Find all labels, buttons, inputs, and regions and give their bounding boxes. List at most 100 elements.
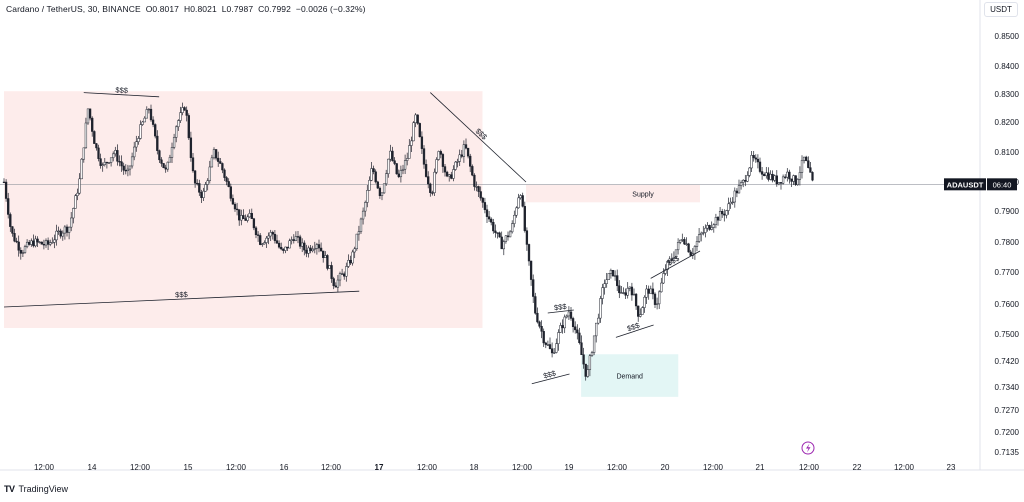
candle-bullish	[284, 246, 287, 251]
candle-bullish	[290, 239, 293, 242]
candle-bullish	[137, 138, 140, 142]
candle-bullish	[399, 170, 403, 178]
candle-bullish	[511, 223, 514, 233]
symbol-label: Cardano / TetherUS, 30, BINANCE	[6, 4, 141, 14]
x-tick-label: 20	[661, 463, 670, 472]
candle-bullish	[697, 234, 701, 242]
candle-bearish	[120, 161, 123, 167]
candle-bearish	[7, 198, 10, 215]
ascending-liquidity-upper	[650, 250, 701, 279]
candle-bullish	[603, 283, 606, 288]
supply-zone-label: Supply	[632, 192, 654, 199]
candle-bullish	[380, 192, 384, 196]
candle-bearish	[156, 135, 159, 151]
candle-bearish	[330, 265, 333, 279]
currency-unit-button[interactable]: USDT	[984, 2, 1018, 17]
candle-bullish	[202, 190, 205, 198]
candle-bearish	[756, 158, 760, 163]
candle-bullish	[130, 156, 134, 167]
y-tick-label: 0.8300	[995, 90, 1020, 99]
candle-bearish	[296, 236, 300, 238]
y-tick-label: 0.8200	[995, 118, 1020, 127]
candle-bearish	[65, 226, 69, 233]
candle-bullish	[632, 293, 636, 296]
candle-bearish	[223, 169, 226, 178]
candle-bearish	[334, 285, 337, 288]
candle-bearish	[238, 209, 241, 221]
candle-bearish	[116, 150, 119, 162]
candle-bearish	[221, 163, 224, 171]
candle-bearish	[424, 164, 428, 177]
pocket-liquidity-bottom-label: $$$	[542, 368, 557, 380]
x-tick-label: 12:00	[226, 463, 247, 472]
pocket-liquidity-top	[547, 309, 574, 314]
candle-bearish	[584, 363, 587, 377]
candle-bearish	[189, 137, 193, 158]
candle-bullish	[328, 265, 331, 269]
lightning-icon[interactable]	[801, 441, 815, 455]
candle-bearish	[721, 211, 724, 215]
x-tick-label: 17	[375, 463, 384, 472]
candle-bullish	[685, 243, 688, 245]
candle-bullish	[38, 241, 41, 244]
candle-bullish	[34, 238, 37, 247]
countdown-tag	[987, 178, 1017, 191]
candle-bearish	[538, 321, 541, 327]
candle-bearish	[445, 171, 449, 177]
candle-bearish	[723, 213, 726, 216]
candle-bearish	[469, 155, 472, 167]
candle-bullish	[114, 150, 117, 155]
candle-bullish	[126, 168, 130, 171]
candle-bullish	[86, 108, 90, 124]
x-tick-label: 12:00	[417, 463, 438, 472]
candle-bullish	[737, 185, 741, 194]
candle-bullish	[567, 311, 571, 317]
tradingview-brand[interactable]: TV TradingView	[4, 484, 68, 494]
candle-bearish	[275, 240, 279, 244]
candle-bullish	[177, 120, 180, 128]
candle-bullish	[359, 218, 363, 232]
candle-bullish	[248, 213, 251, 218]
candle-bullish	[727, 203, 730, 211]
candle-bullish	[135, 141, 138, 148]
candle-bullish	[67, 226, 71, 233]
candle-bearish	[372, 168, 375, 173]
candle-bullish	[718, 211, 722, 221]
candle-bullish	[324, 255, 327, 258]
top-liquidity-line-label: $$$	[115, 85, 129, 95]
candle-bearish	[653, 293, 657, 305]
candle-bearish	[483, 202, 487, 210]
candle-bearish	[443, 166, 447, 173]
candle-bearish	[521, 195, 524, 207]
candle-bearish	[767, 172, 770, 180]
candle-bullish	[166, 161, 169, 170]
candle-bearish	[498, 232, 501, 238]
candle-bearish	[317, 244, 321, 249]
candle-bullish	[454, 161, 457, 170]
candle-bearish	[496, 232, 499, 234]
candle-bullish	[141, 121, 144, 125]
candle-bullish	[208, 166, 211, 181]
candle-bullish	[101, 164, 104, 166]
descending-liquidity-line	[430, 92, 527, 183]
candle-bullish	[44, 240, 48, 246]
candle-bearish	[219, 161, 222, 164]
candle-bullish	[781, 176, 785, 184]
y-tick-label: 0.7135	[995, 448, 1020, 457]
candle-bearish	[88, 108, 92, 119]
candle-bullish	[181, 107, 184, 113]
x-tick-label: 23	[947, 463, 956, 472]
candle-bullish	[139, 124, 142, 139]
candle-bearish	[36, 238, 39, 243]
candle-bullish	[311, 248, 314, 252]
candle-bullish	[660, 282, 663, 293]
lightning-bolt-icon	[806, 443, 811, 453]
candle-bullish	[502, 241, 505, 250]
candle-bullish	[739, 182, 743, 186]
candle-bullish	[370, 168, 373, 181]
candle-bullish	[765, 172, 768, 177]
candle-bullish	[777, 182, 781, 185]
candle-bearish	[2, 181, 6, 184]
candle-bearish	[471, 166, 474, 176]
